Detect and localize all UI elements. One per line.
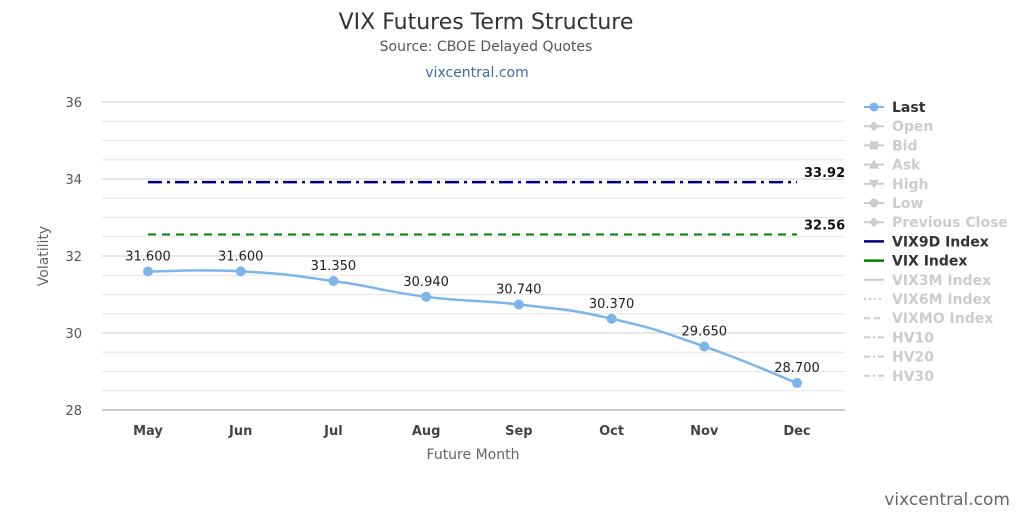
legend-item[interactable]: VIX Index bbox=[864, 254, 967, 270]
x-tick-label: Sep bbox=[505, 424, 533, 439]
reference-lines: 33.92 32.56 bbox=[148, 166, 845, 236]
series-last: 31.600 31.600 31.350 30.940 30.740 30.370 29.6… bbox=[125, 249, 820, 389]
grid bbox=[102, 101, 845, 411]
x-tick-label: May bbox=[133, 424, 163, 439]
legend-marker bbox=[869, 179, 879, 189]
chart-subtitle: Source: CBOE Delayed Quotes bbox=[380, 39, 593, 55]
x-tick-label: Jul bbox=[323, 424, 343, 439]
data-label: 31.600 bbox=[218, 249, 264, 264]
legend-label: VIX3M Index bbox=[892, 273, 991, 289]
legend-marker bbox=[869, 159, 879, 169]
x-tick-label: Oct bbox=[599, 424, 624, 439]
legend-marker bbox=[870, 141, 878, 150]
reference-line-label: 33.92 bbox=[804, 166, 845, 181]
series-line bbox=[147, 269, 798, 385]
x-tick-label: Nov bbox=[690, 424, 719, 439]
data-point bbox=[606, 313, 617, 324]
data-point bbox=[235, 266, 246, 277]
data-label: 31.350 bbox=[311, 259, 357, 274]
legend-label: Low bbox=[892, 196, 924, 212]
legend-item[interactable]: HV30 bbox=[864, 369, 934, 385]
source-link[interactable]: vixcentral.com bbox=[425, 65, 528, 81]
legend-label: Bid bbox=[892, 138, 918, 154]
x-tick-label: Jun bbox=[228, 424, 252, 439]
y-axis-ticks: 28 30 32 34 36 bbox=[65, 96, 82, 419]
legend-marker bbox=[869, 121, 879, 132]
legend-label: HV10 bbox=[892, 330, 934, 346]
legend-label: High bbox=[892, 177, 929, 193]
y-tick-label: 30 bbox=[65, 327, 82, 342]
data-label: 30.740 bbox=[496, 283, 542, 298]
legend-label: VIX6M Index bbox=[892, 292, 991, 308]
legend-label: VIX9D Index bbox=[892, 234, 989, 250]
data-label: 28.700 bbox=[774, 361, 820, 376]
data-point bbox=[699, 341, 710, 352]
data-label: 30.940 bbox=[403, 275, 449, 290]
legend-label: HV30 bbox=[892, 369, 934, 385]
legend-marker bbox=[869, 217, 879, 228]
credit[interactable]: vixcentral.com bbox=[884, 490, 1010, 510]
legend-label: VIXMO Index bbox=[892, 311, 993, 327]
data-point bbox=[421, 291, 432, 302]
legend-item[interactable]: High bbox=[864, 177, 929, 193]
x-tick-label: Aug bbox=[412, 424, 441, 439]
legend-item[interactable]: VIXMO Index bbox=[864, 311, 993, 327]
y-tick-label: 36 bbox=[65, 96, 82, 111]
legend-item[interactable]: HV10 bbox=[864, 330, 934, 346]
y-tick-label: 28 bbox=[65, 404, 82, 419]
legend-item[interactable]: Last bbox=[864, 100, 926, 116]
legend-item[interactable]: VIX6M Index bbox=[864, 292, 991, 308]
data-point bbox=[513, 299, 524, 310]
legend-item[interactable]: VIX3M Index bbox=[864, 273, 991, 289]
legend-marker bbox=[869, 198, 879, 208]
legend-item[interactable]: HV20 bbox=[864, 350, 934, 366]
y-tick-label: 32 bbox=[65, 250, 82, 265]
x-axis-title: Future Month bbox=[427, 447, 520, 463]
data-point bbox=[792, 378, 802, 389]
legend-item[interactable]: Low bbox=[864, 196, 924, 212]
legend-label: VIX Index bbox=[892, 254, 967, 270]
chart-title: VIX Futures Term Structure bbox=[339, 10, 634, 35]
data-point bbox=[143, 266, 153, 277]
legend-label: HV20 bbox=[892, 350, 934, 366]
data-label: 30.370 bbox=[589, 297, 635, 312]
data-label: 29.650 bbox=[682, 324, 728, 339]
x-tick-label: Dec bbox=[783, 424, 810, 439]
legend-marker bbox=[869, 102, 879, 112]
legend-item[interactable]: Open bbox=[864, 119, 933, 135]
legend-label: Last bbox=[892, 100, 926, 116]
legend-label: Open bbox=[892, 119, 933, 135]
legend-label: Ask bbox=[892, 158, 921, 174]
legend-item[interactable]: VIX9D Index bbox=[864, 234, 989, 250]
data-label: 31.600 bbox=[125, 249, 171, 264]
legend-item[interactable]: Ask bbox=[864, 158, 921, 174]
legend-item[interactable]: Bid bbox=[864, 138, 918, 154]
y-axis-title: Volatility bbox=[36, 226, 52, 286]
legend-item[interactable]: Previous Close bbox=[864, 215, 1008, 231]
legend[interactable]: Last Open Bid Ask High Low Previous Close VIX9D… bbox=[864, 100, 1008, 385]
x-axis-ticks: May Jun Jul Aug Sep Oct Nov Dec bbox=[133, 424, 811, 439]
data-point bbox=[328, 276, 339, 287]
y-tick-label: 34 bbox=[65, 173, 82, 188]
reference-line-label: 32.56 bbox=[804, 218, 845, 233]
legend-label: Previous Close bbox=[892, 215, 1008, 231]
